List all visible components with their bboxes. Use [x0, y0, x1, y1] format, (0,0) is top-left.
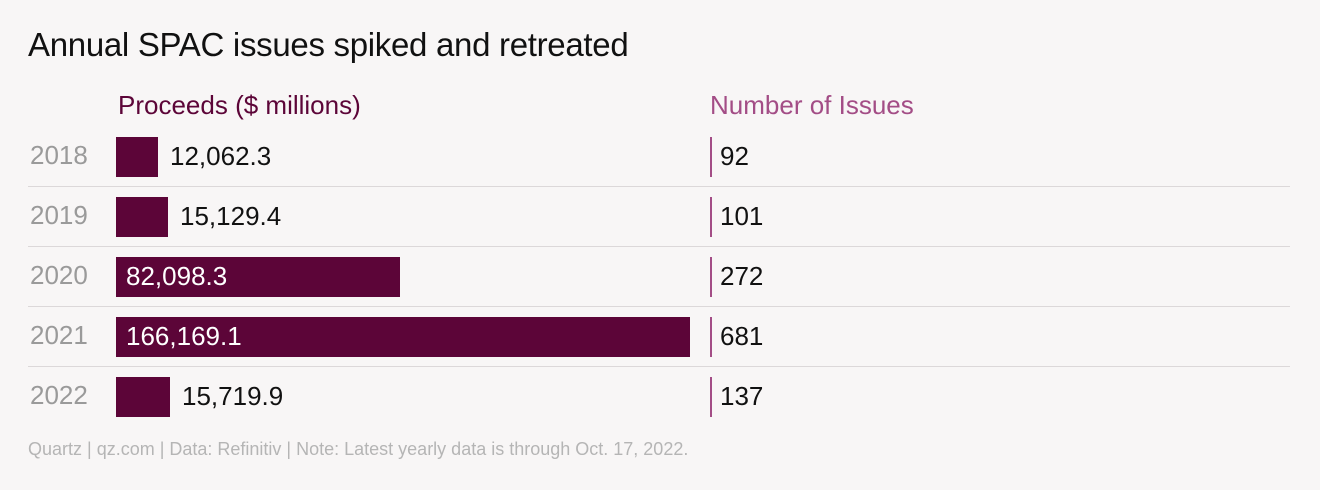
year-label: 2019: [30, 200, 88, 230]
proceeds-value-label: 15,129.4: [180, 201, 282, 231]
source-note: Quartz | qz.com | Data: Refinitiv | Note…: [28, 439, 689, 459]
issues-value-label: 137: [720, 381, 764, 411]
row-divider: [28, 306, 1290, 307]
row-2018: 2018 12,062.3 92: [0, 127, 1320, 187]
proceeds-value-label: 166,169.1: [126, 321, 242, 351]
issues-marker: [710, 137, 712, 177]
issues-marker: [710, 317, 712, 357]
issues-value-label: 681: [720, 321, 764, 351]
proceeds-bar: [116, 197, 168, 237]
proceeds-column-header: Proceeds ($ millions): [118, 90, 361, 120]
issues-value-label: 92: [720, 141, 749, 171]
row-divider: [28, 366, 1290, 367]
issues-marker: [710, 257, 712, 297]
issues-marker: [710, 377, 712, 417]
row-2019: 2019 15,129.4 101: [0, 187, 1320, 247]
row-2021: 2021 166,169.1 681: [0, 307, 1320, 367]
issues-column-header: Number of Issues: [710, 90, 914, 120]
row-2022: 2022 15,719.9 137: [0, 367, 1320, 427]
proceeds-bar: [116, 317, 690, 357]
year-label: 2020: [30, 260, 88, 290]
issues-value-label: 101: [720, 201, 764, 231]
proceeds-value-label: 82,098.3: [126, 261, 228, 291]
proceeds-bar: [116, 137, 158, 177]
year-label: 2021: [30, 320, 88, 350]
chart-title: Annual SPAC issues spiked and retreated: [28, 26, 629, 63]
row-2020: 2020 82,098.3 272: [0, 247, 1320, 307]
year-label: 2018: [30, 140, 88, 170]
row-divider: [28, 246, 1290, 247]
year-label: 2022: [30, 380, 88, 410]
row-divider: [28, 186, 1290, 187]
proceeds-bar: [116, 257, 400, 297]
proceeds-value-label: 15,719.9: [182, 381, 284, 411]
issues-value-label: 272: [720, 261, 764, 291]
proceeds-bar: [116, 377, 170, 417]
issues-marker: [710, 197, 712, 237]
proceeds-value-label: 12,062.3: [170, 141, 272, 171]
